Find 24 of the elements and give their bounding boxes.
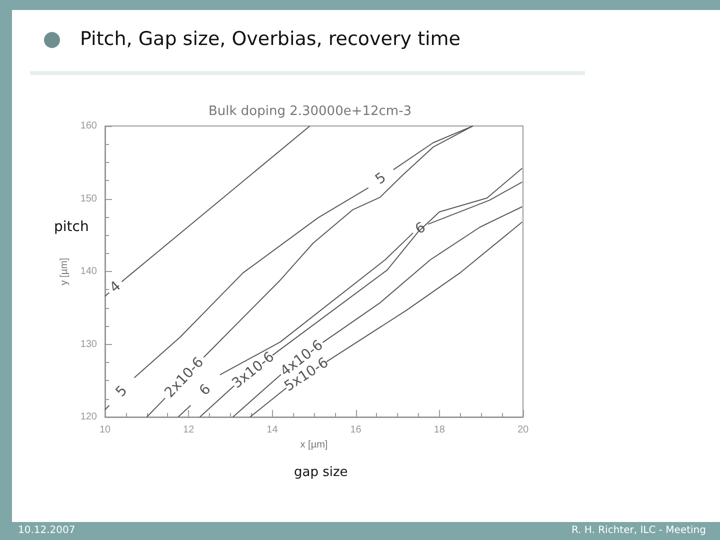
- x-tick-label: 18: [434, 424, 446, 436]
- x-tick-label: 10: [99, 424, 111, 436]
- chart-title: Pitch, Gap size, Overbias, recovery time: [80, 28, 460, 50]
- text: 5: [112, 382, 131, 400]
- y-tick-label: 140: [80, 266, 98, 277]
- text: 5: [372, 170, 390, 188]
- y-tick-label: 160: [80, 120, 98, 132]
- y-axis-title: y [µm]: [58, 258, 70, 286]
- y-tick-label: 150: [80, 193, 98, 204]
- x-tick-label: 14: [266, 424, 278, 436]
- x-tick-label: 20: [517, 424, 529, 436]
- text: 6: [412, 219, 429, 238]
- text: 4: [106, 278, 124, 296]
- x-tick-label: 16: [350, 424, 362, 436]
- text: gap size: [294, 465, 348, 480]
- x-axis-title: x [µm]: [300, 439, 328, 450]
- y-tick-label: 130: [80, 338, 98, 350]
- y-tick-label: 120: [80, 412, 98, 422]
- text: 6: [196, 381, 214, 399]
- x-tick-label: 12: [183, 424, 195, 436]
- text: 10.12.2007: [18, 525, 76, 536]
- text: R. H. Richter, ILC - Meeting: [571, 525, 706, 536]
- chart-subtitle: Bulk doping 2.30000e+12cm-3: [207, 104, 413, 119]
- text: pitch: [54, 219, 89, 235]
